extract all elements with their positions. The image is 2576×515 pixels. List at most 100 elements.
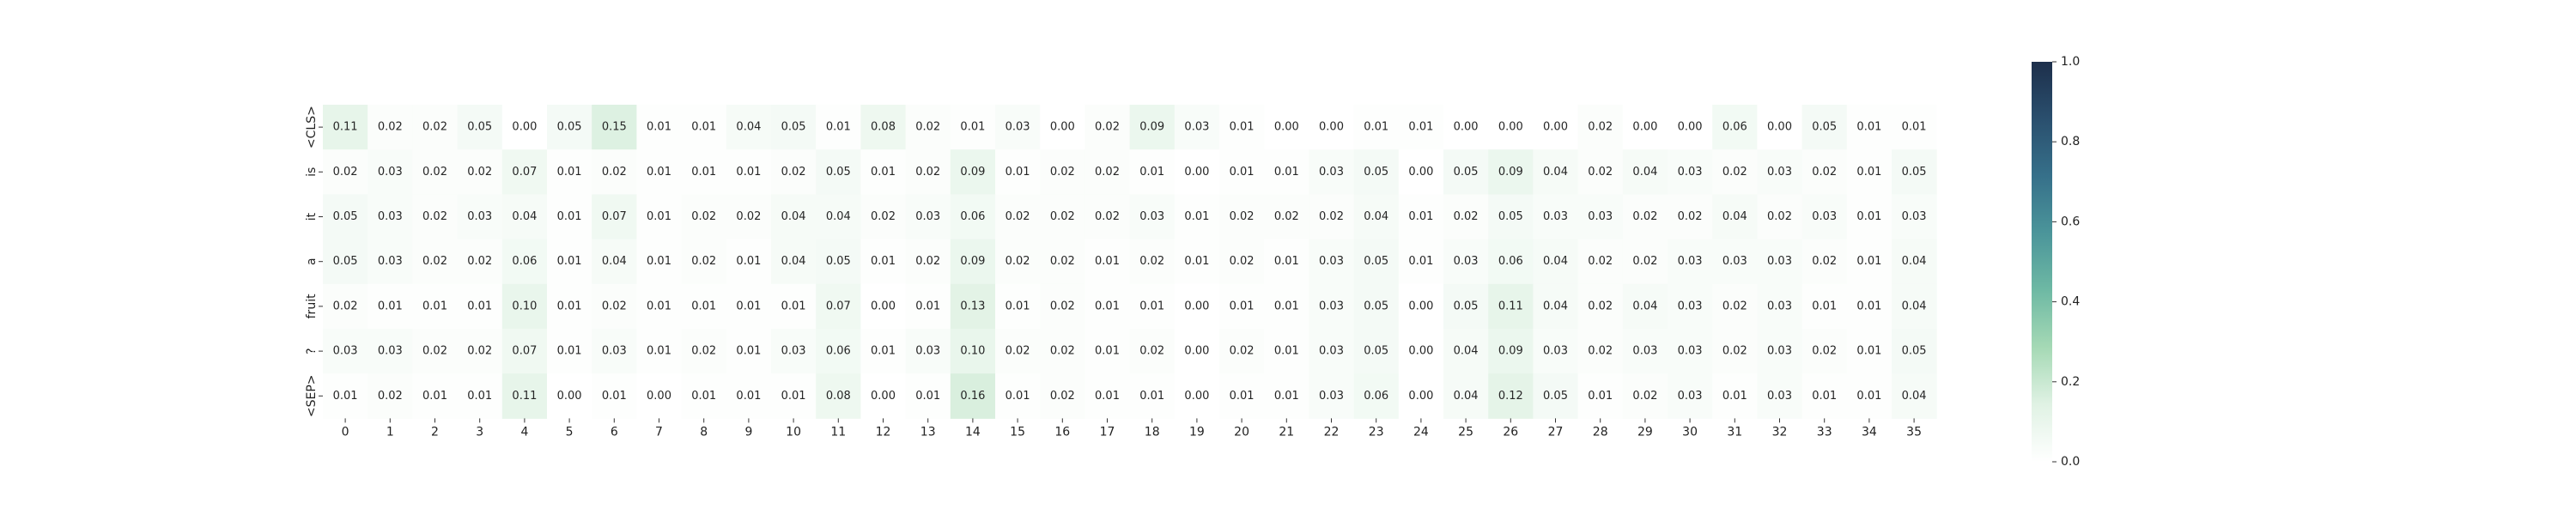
heatmap-cell-r6-c13 [905, 373, 951, 419]
heatmap-cell-r4-c11 [816, 283, 861, 330]
heatmap-cell-value: 0.01 [1230, 390, 1255, 403]
heatmap-cell-r6-c8 [681, 373, 727, 419]
heatmap-cell-value: 0.01 [691, 300, 716, 312]
heatmap-cell-r3-c32 [1757, 239, 1803, 285]
heatmap-cell-r5-c23 [1353, 329, 1400, 374]
heatmap-cell-r5-c17 [1084, 329, 1131, 374]
colorbar-gradient [2032, 62, 2052, 462]
heatmap-cell-r4-c35 [1892, 283, 1937, 330]
heatmap-cell-r4-c17 [1084, 283, 1131, 330]
heatmap-cell-r3-c7 [636, 239, 683, 285]
heatmap-cell-value: 0.00 [1454, 121, 1479, 134]
heatmap-cell-value: 0.05 [1364, 345, 1388, 358]
heatmap-cell-value: 0.04 [826, 210, 851, 223]
heatmap-cell-r2-c28 [1577, 194, 1624, 240]
y-tick-label: a [305, 258, 319, 265]
heatmap-cell-value: 0.04 [1543, 166, 1568, 179]
heatmap-cell-value: 0.05 [1364, 255, 1388, 268]
heatmap-cell-value: 0.03 [1812, 210, 1837, 223]
heatmap-cell-value: 0.04 [736, 121, 761, 134]
heatmap-cell-value: 0.06 [1722, 121, 1747, 134]
heatmap-cell-value: 0.02 [333, 166, 358, 179]
heatmap-cell-value: 0.03 [378, 345, 403, 358]
heatmap-cell-r6-c5 [547, 373, 592, 419]
heatmap-cell-value: 0.01 [647, 121, 671, 134]
heatmap-cell-value: 0.03 [378, 166, 403, 179]
heatmap-cell-value: 0.01 [1364, 121, 1388, 134]
heatmap-cell-r6-c14 [950, 373, 996, 419]
heatmap-cell-r4-c24 [1398, 283, 1444, 330]
heatmap-cell-r5-c10 [771, 329, 817, 374]
heatmap-cell-r2-c1 [368, 194, 413, 240]
heatmap-cell-value: 0.01 [736, 255, 761, 268]
heatmap-cell-value: 0.01 [1139, 300, 1164, 312]
heatmap-cell-value: 0.01 [871, 166, 896, 179]
heatmap-cell-r2-c9 [726, 194, 772, 240]
heatmap-cell-value: 0.03 [1588, 210, 1613, 223]
heatmap-cell-value: 0.02 [467, 345, 492, 358]
heatmap-cell-value: 0.02 [1095, 121, 1120, 134]
heatmap-cell-value: 0.03 [1767, 390, 1792, 403]
heatmap-cell-value: 0.00 [1050, 121, 1075, 134]
heatmap-cell-r4-c6 [592, 283, 637, 330]
x-tick-label: 28 [1593, 425, 1608, 439]
heatmap-cell-r5-c27 [1533, 329, 1579, 374]
heatmap-cell-r1-c34 [1846, 149, 1893, 195]
colorbar-tick-label: 1.0 [2061, 55, 2080, 69]
heatmap-cell-r3-c16 [1040, 239, 1085, 285]
heatmap-cell-r3-c13 [905, 239, 951, 285]
heatmap-cell-value: 0.03 [1543, 345, 1568, 358]
heatmap-cell-r2-c33 [1801, 194, 1848, 240]
heatmap-cell-value: 0.01 [781, 390, 806, 403]
heatmap-cell-value: 0.01 [1812, 300, 1837, 312]
x-axis: 0 1 2 3 4 5 6 7 8 9 10 11 12 13 14 15 16 17 18 19 20 21 22 23 24… [342, 418, 1922, 439]
heatmap-cell-value: 0.03 [1184, 121, 1209, 134]
colorbar-tick-label: 0.4 [2061, 295, 2080, 309]
heatmap-cell-value: 0.03 [1722, 255, 1747, 268]
heatmap-cell-r3-c26 [1488, 239, 1534, 285]
heatmap-cell-value: 0.00 [1274, 121, 1299, 134]
heatmap-cell-r2-c21 [1264, 194, 1309, 240]
heatmap-cell-value: 0.09 [1139, 121, 1164, 134]
heatmap-cell-value: 0.00 [1408, 390, 1433, 403]
heatmap-cell-value: 0.04 [1902, 390, 1927, 403]
heatmap-cell-value: 0.07 [512, 166, 537, 179]
heatmap-cell-value: 0.02 [691, 345, 716, 358]
heatmap-cell-r5-c6 [592, 329, 637, 374]
heatmap-cell-r2-c15 [995, 194, 1041, 240]
heatmap-cell-value: 0.01 [1408, 255, 1433, 268]
heatmap-cell-value: 0.02 [1812, 345, 1837, 358]
heatmap-cell-r2-c31 [1712, 194, 1758, 240]
heatmap-cell-value: 0.01 [557, 166, 582, 179]
heatmap-cell-value: 0.01 [1856, 300, 1881, 312]
heatmap-cell-value: 0.01 [1230, 121, 1255, 134]
heatmap-cell-r0-c16 [1040, 105, 1085, 150]
heatmap-cell-value: 0.12 [1498, 390, 1523, 403]
heatmap-cell-value: 0.02 [1230, 255, 1255, 268]
heatmap-cell-r0-c8 [681, 105, 727, 150]
colorbar: 0.0 0.2 0.4 0.6 0.8 1.0 [2032, 55, 2080, 469]
heatmap-cell-r6-c26 [1488, 373, 1534, 419]
heatmap-cell-r6-c4 [501, 373, 548, 419]
heatmap-cell-value: 0.03 [1902, 210, 1927, 223]
heatmap-cell-r6-c28 [1577, 373, 1624, 419]
heatmap-cell-r3-c29 [1622, 239, 1668, 285]
heatmap-cell-value: 0.05 [1364, 166, 1388, 179]
heatmap-cell-r3-c34 [1846, 239, 1893, 285]
heatmap-cell-r5-c19 [1174, 329, 1220, 374]
heatmap-cell-value: 0.10 [512, 300, 537, 312]
heatmap-cell-r2-c26 [1488, 194, 1534, 240]
heatmap-cell-value: 0.02 [871, 210, 896, 223]
y-tick-label: is [305, 167, 319, 177]
heatmap-cell-value: 0.00 [871, 300, 896, 312]
x-tick-label: 11 [830, 425, 846, 439]
heatmap-cell-r5-c13 [905, 329, 951, 374]
heatmap-cell-value: 0.02 [1050, 300, 1075, 312]
heatmap-cell-r1-c4 [501, 149, 548, 195]
x-tick-label: 6 [611, 425, 618, 439]
heatmap-cell-value: 0.02 [1812, 166, 1837, 179]
heatmap-cell-value: 0.01 [647, 255, 671, 268]
heatmap-cell-value: 0.01 [1722, 390, 1747, 403]
heatmap-cell-r2-c22 [1309, 194, 1355, 240]
heatmap-cell-r0-c0 [323, 105, 368, 150]
